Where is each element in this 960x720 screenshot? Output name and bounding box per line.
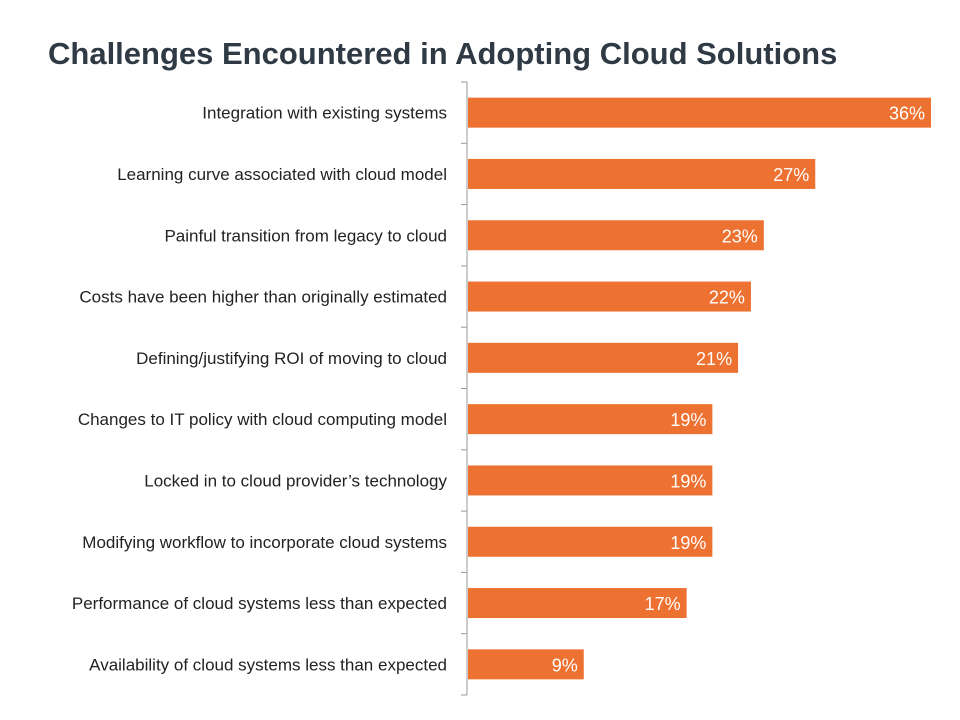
bars-layer	[468, 97, 931, 680]
data-label: 21%	[696, 349, 732, 369]
bar	[468, 465, 713, 496]
category-label: Changes to IT policy with cloud computin…	[78, 410, 447, 429]
data-label: 17%	[645, 594, 681, 614]
data-label: 23%	[722, 226, 758, 246]
axis-layer	[461, 81, 468, 696]
bar	[468, 97, 931, 128]
bar	[468, 526, 713, 557]
bar	[468, 342, 739, 373]
data-label: 36%	[889, 104, 925, 124]
bar	[468, 220, 764, 251]
data-label: 27%	[773, 165, 809, 185]
category-label: Modifying workflow to incorporate cloud …	[82, 533, 447, 552]
data-label: 19%	[670, 410, 706, 430]
category-label: Availability of cloud systems less than …	[89, 655, 447, 674]
category-label: Performance of cloud systems less than e…	[72, 594, 447, 613]
data-label: 22%	[709, 288, 745, 308]
bar	[468, 588, 687, 619]
category-label: Painful transition from legacy to cloud	[164, 226, 447, 245]
category-label: Costs have been higher than originally e…	[79, 288, 447, 307]
data-label: 19%	[670, 471, 706, 491]
bar	[468, 404, 713, 435]
data-label: 19%	[670, 533, 706, 553]
category-label: Learning curve associated with cloud mod…	[117, 165, 447, 184]
bar	[468, 649, 584, 680]
category-label: Defining/justifying ROI of moving to clo…	[136, 349, 447, 368]
labels-layer: Integration with existing systems 36% Lear…	[72, 104, 925, 676]
category-label: Integration with existing systems	[202, 104, 447, 123]
chart-title: Challenges Encountered in Adopting Cloud…	[48, 36, 838, 71]
bar	[468, 158, 816, 189]
bar	[468, 281, 751, 312]
data-label: 9%	[552, 655, 578, 675]
category-label: Locked in to cloud provider’s technology	[144, 471, 447, 490]
